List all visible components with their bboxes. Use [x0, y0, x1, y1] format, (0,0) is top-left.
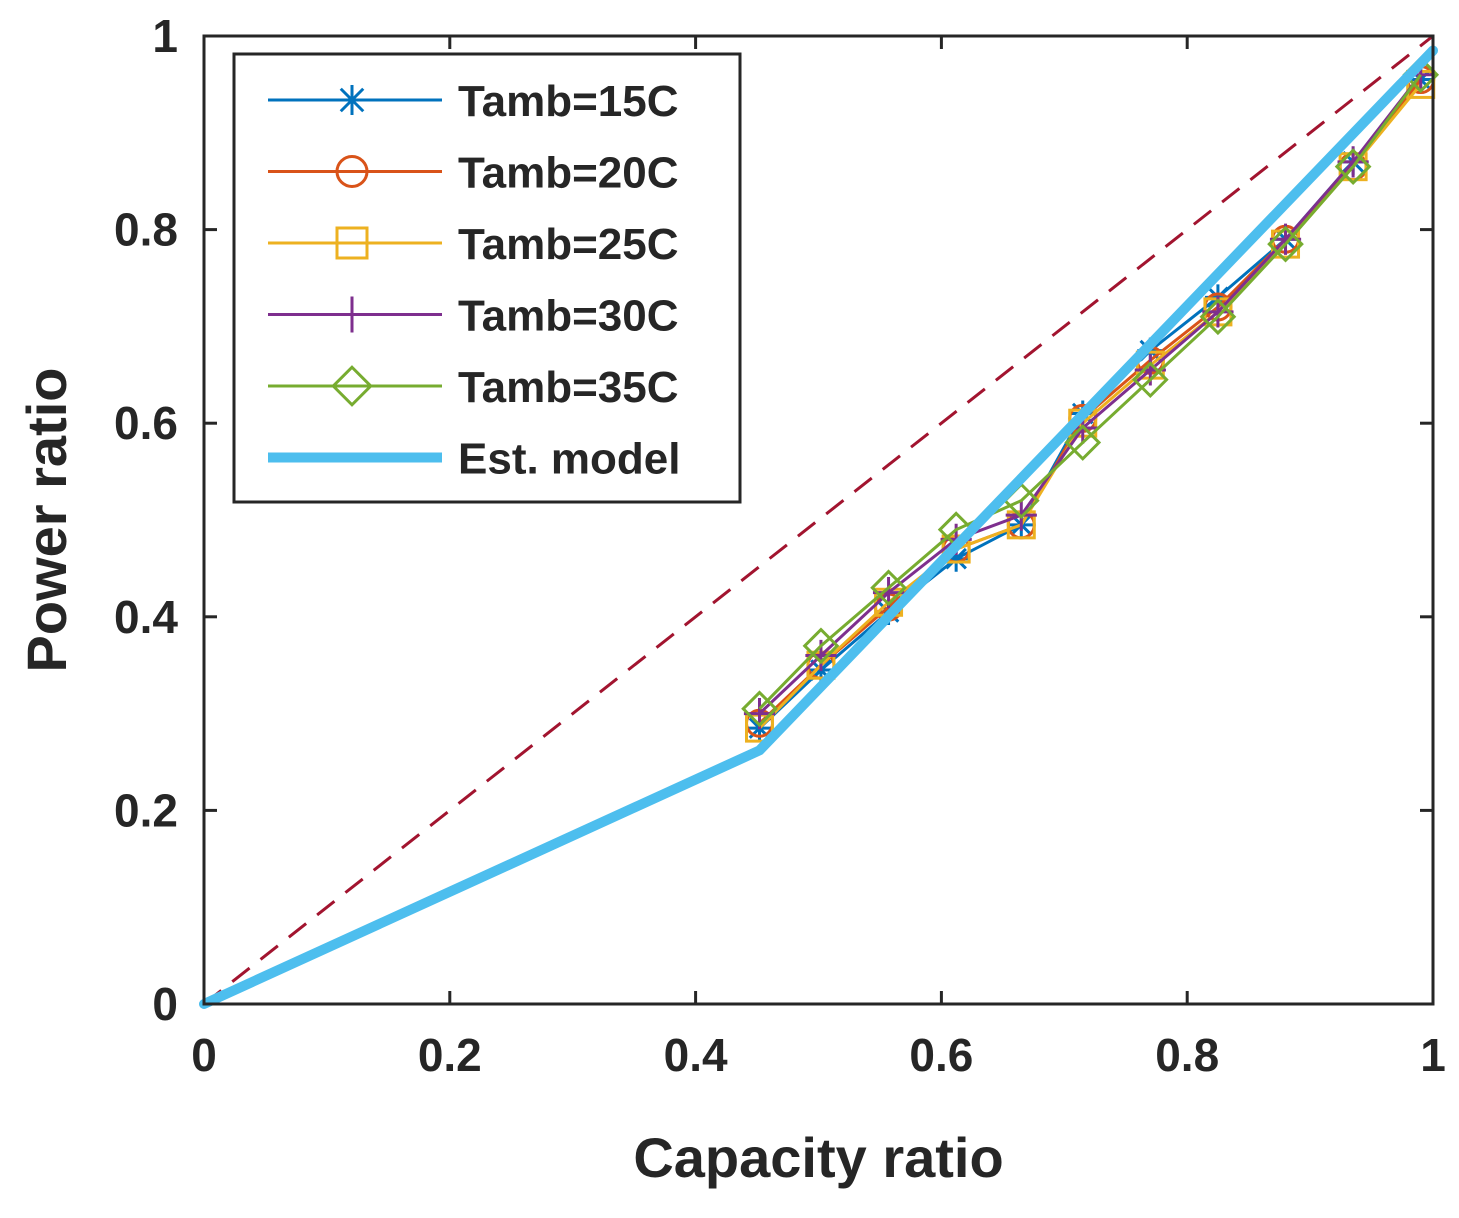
data-point — [1267, 225, 1304, 263]
plot-frame — [202, 34, 1435, 1006]
legend-item: Tamb=30C — [268, 292, 679, 341]
y-tick-label: 0.8 — [114, 204, 178, 256]
legend-item: Tamb=35C — [268, 363, 679, 412]
plus-marker-icon — [334, 296, 370, 333]
series-tamb-35c — [741, 56, 1440, 728]
data-point — [870, 569, 907, 607]
legend-label: Tamb=25C — [458, 220, 679, 269]
data-point — [741, 690, 778, 728]
x-tick-label: 0.2 — [418, 1029, 482, 1081]
est-model-line — [199, 45, 1438, 1009]
legend-item: Tamb=15C — [268, 77, 679, 126]
y-axis-label: Power ratio — [15, 368, 78, 673]
data-point — [943, 545, 970, 572]
legend-label: Est. model — [458, 435, 681, 484]
data-point — [1064, 424, 1102, 461]
legend-label: Tamb=35C — [458, 363, 679, 412]
legend-label: Tamb=15C — [458, 77, 679, 126]
plot-content — [199, 34, 1440, 1009]
y-tick-label: 0.4 — [114, 591, 178, 643]
legend-box — [232, 52, 742, 504]
x-axis-label: Capacity ratio — [633, 1126, 1003, 1189]
reference-line — [203, 34, 1434, 1006]
y-tick-label: 0.6 — [114, 397, 178, 449]
data-point — [1199, 298, 1237, 336]
data-point — [1334, 148, 1372, 186]
legend: Tamb=15C Tamb=20C Tamb=25C Tamb=30C Tamb=35C… — [232, 52, 742, 504]
asterisk-marker-icon — [337, 85, 367, 115]
legend-item: Tamb=20C — [268, 149, 679, 198]
x-tick-label: 0 — [191, 1029, 217, 1081]
x-tick-label: 0.8 — [1155, 1029, 1219, 1081]
series-line — [758, 73, 1422, 710]
legend-item: Est. model — [268, 435, 681, 484]
diamond-marker-icon — [331, 365, 373, 407]
y-tick-label: 0.2 — [114, 784, 178, 836]
data-point — [1131, 361, 1169, 399]
legend-item: Tamb=25C — [268, 220, 679, 269]
circle-marker-icon — [335, 155, 369, 188]
data-point — [802, 627, 840, 665]
square-marker-icon — [335, 226, 369, 260]
legend-label: Tamb=20C — [458, 149, 679, 198]
y-tick-label: 1 — [152, 10, 178, 62]
y-tick-label: 0 — [152, 978, 178, 1030]
x-tick-label: 0.6 — [909, 1029, 973, 1081]
x-tick-label: 1 — [1420, 1029, 1446, 1081]
x-tick-label: 0.4 — [664, 1029, 728, 1081]
legend-label: Tamb=30C — [458, 292, 679, 341]
axes: 0 0.2 0.4 0.6 0.8 1 0 0.2 0.4 0.6 0.8 1 Capacity rat… — [15, 10, 1446, 1189]
